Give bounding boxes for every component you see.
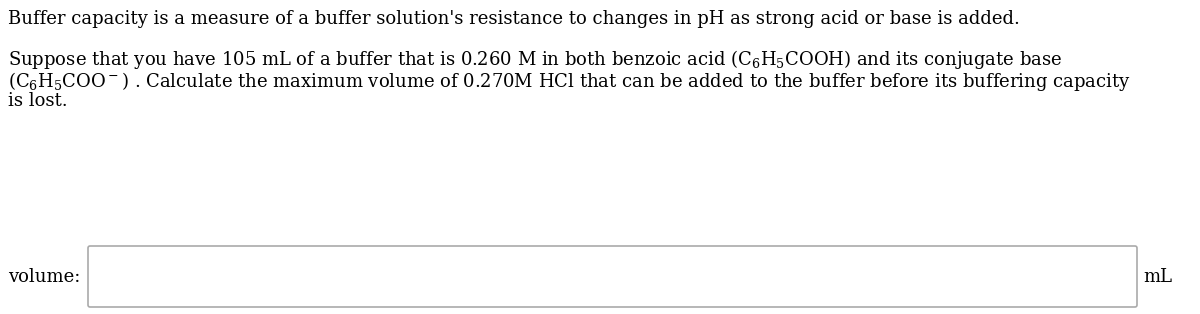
Text: Buffer capacity is a measure of a buffer solution's resistance to changes in pH : Buffer capacity is a measure of a buffer… [8, 10, 1020, 28]
Text: volume:: volume: [8, 268, 80, 285]
FancyBboxPatch shape [88, 246, 1138, 307]
Text: $\mathdefault{(C_6H_5COO^-)}$ . Calculate the maximum volume of 0.270M HCl that : $\mathdefault{(C_6H_5COO^-)}$ . Calculat… [8, 70, 1130, 93]
Text: is lost.: is lost. [8, 92, 67, 110]
Text: mL: mL [1142, 268, 1172, 285]
Text: Suppose that you have 105 mL of a buffer that is 0.260 M in both benzoic acid $\: Suppose that you have 105 mL of a buffer… [8, 48, 1062, 71]
